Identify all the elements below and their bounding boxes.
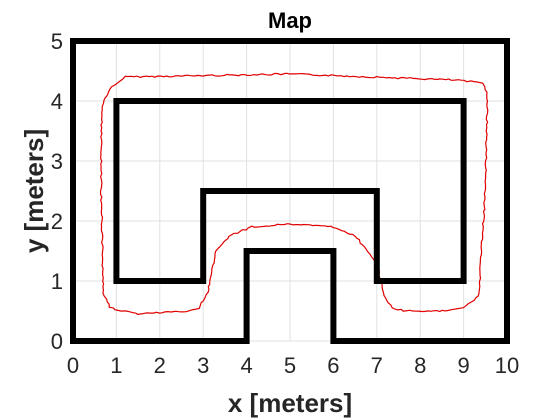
x-tick-label: 7 xyxy=(371,353,383,378)
x-tick-label: 1 xyxy=(110,353,122,378)
x-tick-label: 8 xyxy=(414,353,426,378)
x-tick-label: 9 xyxy=(457,353,469,378)
y-tick-label: 3 xyxy=(51,149,63,174)
x-tick-label: 5 xyxy=(284,353,296,378)
x-axis-label: x [meters] xyxy=(228,388,352,418)
x-tick-label: 0 xyxy=(67,353,79,378)
x-tick-label: 6 xyxy=(327,353,339,378)
x-tick-label: 4 xyxy=(240,353,252,378)
chart-title: Map xyxy=(268,8,312,33)
y-tick-label: 2 xyxy=(51,209,63,234)
y-tick-label: 0 xyxy=(51,329,63,354)
x-tick-label: 3 xyxy=(197,353,209,378)
x-tick-label: 10 xyxy=(495,353,519,378)
y-axis-label: y [meters] xyxy=(19,129,49,253)
y-tick-label: 4 xyxy=(51,89,63,114)
y-tick-label: 1 xyxy=(51,269,63,294)
y-tick-label: 5 xyxy=(51,29,63,54)
x-tick-label: 2 xyxy=(154,353,166,378)
